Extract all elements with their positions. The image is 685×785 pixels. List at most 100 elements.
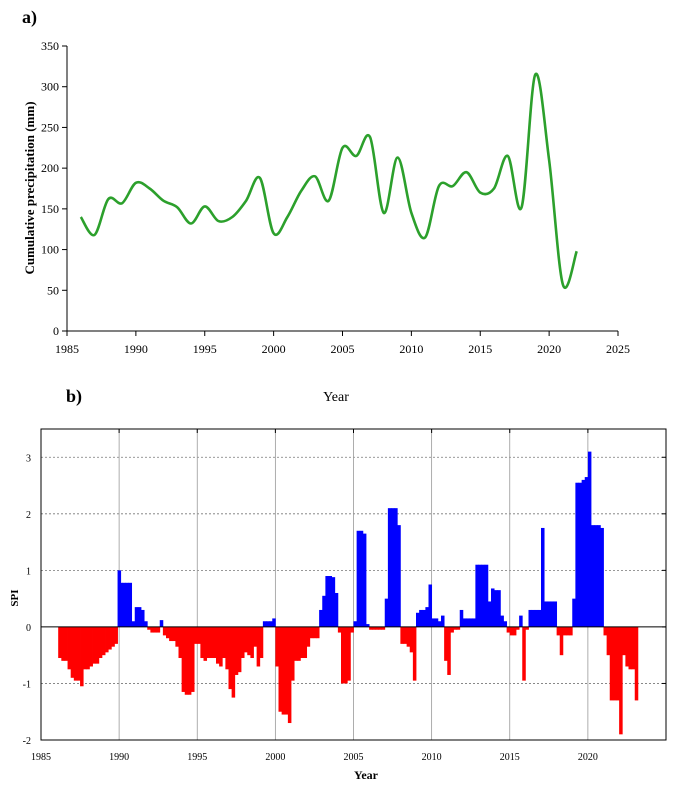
spi-bar bbox=[528, 609, 533, 627]
spi-bar bbox=[114, 626, 118, 644]
spi-bar bbox=[384, 598, 389, 627]
spi-bar bbox=[297, 626, 301, 661]
panel-b: b) -2 -1 0 1 2 3 1985 1990 1995 2000 2005 2010 2015 2… bbox=[9, 386, 667, 782]
spi-bar bbox=[544, 601, 548, 627]
spi-bar bbox=[622, 626, 626, 656]
spi-bar bbox=[269, 621, 273, 627]
spi-bar bbox=[194, 626, 198, 644]
spi-bar bbox=[234, 626, 239, 675]
spi-bar bbox=[150, 626, 154, 633]
spi-bar bbox=[175, 626, 179, 647]
spi-bar bbox=[86, 626, 90, 670]
spi-bar bbox=[319, 609, 323, 627]
spi-bar bbox=[375, 626, 379, 630]
panel-b-y-tick-label: 1 bbox=[26, 566, 31, 577]
spi-bar bbox=[409, 626, 414, 653]
spi-bar bbox=[101, 626, 106, 656]
spi-bar bbox=[378, 626, 383, 630]
spi-bar bbox=[206, 626, 211, 659]
spi-bar bbox=[334, 592, 339, 627]
spi-bar bbox=[434, 618, 439, 627]
spi-bar bbox=[128, 582, 133, 627]
spi-bar bbox=[566, 626, 570, 636]
panel-b-x-tick-label: 2015 bbox=[500, 752, 520, 763]
spi-bar bbox=[362, 533, 367, 627]
spi-bar bbox=[156, 626, 161, 633]
spi-bar bbox=[416, 612, 420, 627]
panel-a-y-tick-label: 300 bbox=[41, 80, 59, 94]
spi-bar bbox=[284, 626, 289, 715]
spi-bar bbox=[80, 626, 84, 687]
spi-bar bbox=[111, 626, 115, 647]
panel-a-x-tick-label: 2015 bbox=[468, 342, 492, 356]
spi-bar bbox=[259, 626, 264, 659]
panel-b-x-tick-label: 2010 bbox=[422, 752, 442, 763]
spi-bar bbox=[516, 626, 520, 630]
spi-bar bbox=[231, 626, 236, 698]
spi-bar bbox=[294, 626, 298, 661]
panel-b-x-tick-label: 1995 bbox=[187, 752, 207, 763]
spi-bar bbox=[169, 626, 173, 642]
panel-a-x-tick-label: 2000 bbox=[262, 342, 286, 356]
spi-bar bbox=[303, 626, 308, 659]
spi-bar bbox=[309, 626, 314, 639]
spi-bar bbox=[312, 626, 317, 639]
spi-bar bbox=[300, 626, 304, 659]
spi-bar bbox=[534, 609, 539, 627]
spi-bar bbox=[83, 626, 87, 670]
spi-bar bbox=[147, 626, 151, 630]
panel-b-y-tick-label: 0 bbox=[26, 623, 31, 634]
spi-bar bbox=[581, 479, 586, 627]
panel-a-x-tick-label: 2005 bbox=[331, 342, 355, 356]
spi-bar bbox=[575, 482, 579, 627]
spi-bar bbox=[400, 626, 404, 644]
panel-a-x-tick-label: 2025 bbox=[606, 342, 630, 356]
spi-bar bbox=[122, 582, 126, 627]
spi-bar bbox=[98, 626, 103, 659]
panel-a-x-tick-label: 1995 bbox=[193, 342, 217, 356]
panel-b-x-tick-label: 2005 bbox=[344, 752, 364, 763]
spi-bar bbox=[466, 618, 470, 627]
spi-bar bbox=[506, 626, 511, 633]
panel-b-y-axis-label: SPI bbox=[9, 589, 21, 606]
spi-bar bbox=[366, 624, 370, 627]
spi-bar bbox=[572, 598, 576, 627]
panel-a-y-tick-label: 150 bbox=[41, 202, 59, 216]
panel-b-y-tick-label: 2 bbox=[26, 510, 31, 521]
panel-a-x-axis-label: Year bbox=[323, 390, 349, 405]
spi-bar bbox=[606, 626, 611, 656]
panel-b-y-tick-label: -1 bbox=[23, 679, 31, 690]
spi-bar bbox=[487, 601, 492, 627]
spi-bar bbox=[325, 576, 329, 627]
spi-bar bbox=[172, 626, 176, 642]
spi-bar bbox=[512, 626, 517, 636]
spi-bar bbox=[291, 626, 295, 681]
spi-bar bbox=[547, 601, 551, 627]
spi-bar bbox=[203, 626, 208, 661]
spi-bar bbox=[403, 626, 408, 644]
spi-bar bbox=[162, 626, 167, 636]
spi-bar bbox=[419, 609, 423, 627]
spi-bar bbox=[347, 626, 351, 681]
spi-bar bbox=[525, 626, 529, 630]
spi-bar bbox=[509, 626, 514, 636]
spi-bar bbox=[553, 601, 558, 627]
panel-b-axes: -2 -1 0 1 2 3 1985 1990 1995 2000 2005 2010 2015 2020 bbox=[23, 428, 667, 763]
panel-a-y-tick-label: 0 bbox=[53, 324, 59, 338]
spi-bar bbox=[119, 582, 123, 627]
spi-bar bbox=[253, 626, 258, 647]
spi-bar bbox=[222, 626, 226, 659]
spi-bar bbox=[578, 482, 583, 627]
spi-bar bbox=[108, 626, 112, 650]
spi-bar bbox=[278, 626, 283, 712]
panel-a-y-axis-label: Cumulative precipitation (mm) bbox=[22, 101, 37, 274]
panel-b-gridlines bbox=[41, 429, 666, 740]
panel-b-frame bbox=[40, 428, 667, 741]
panel-b-x-tick-label: 1990 bbox=[109, 752, 129, 763]
panel-b-y-tick-label: 3 bbox=[26, 453, 31, 464]
spi-bar bbox=[350, 626, 354, 633]
spi-bar bbox=[105, 626, 109, 653]
spi-bar bbox=[212, 626, 217, 659]
spi-bar bbox=[184, 626, 189, 695]
panel-b-x-axis-label: Year bbox=[354, 768, 379, 782]
